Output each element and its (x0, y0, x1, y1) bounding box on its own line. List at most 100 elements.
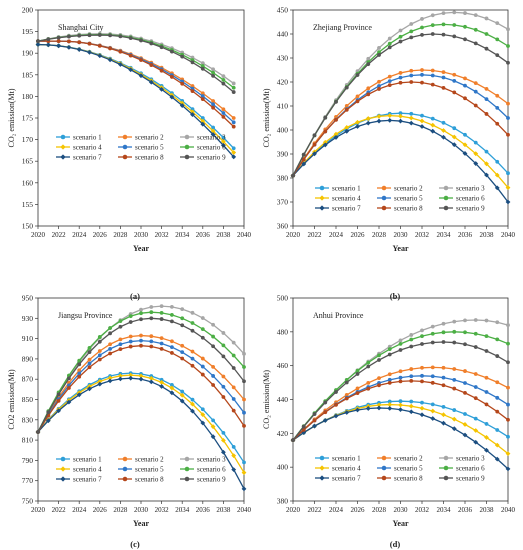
data-point (398, 118, 403, 124)
data-point (139, 338, 143, 343)
data-point (211, 383, 216, 387)
data-point (473, 416, 478, 421)
data-point (463, 318, 467, 323)
legend-item: scenario 3 (439, 455, 485, 463)
data-point (451, 142, 457, 148)
data-point (221, 142, 226, 148)
legend-item: scenario 7 (56, 476, 102, 484)
y-tick-label: 380 (277, 174, 289, 183)
x-tick-label: 2028 (113, 506, 128, 514)
data-point (398, 338, 403, 343)
data-point (398, 348, 403, 352)
legend-item: scenario 1 (315, 185, 361, 193)
data-point (387, 118, 393, 123)
legend-item: scenario 9 (180, 154, 226, 162)
x-tick-label: 2036 (196, 231, 211, 239)
data-point (211, 67, 216, 72)
data-point (221, 395, 226, 399)
legend-item: scenario 7 (315, 475, 361, 483)
data-point (118, 376, 123, 382)
legend-item: scenario 3 (439, 185, 485, 193)
legend-marker (443, 455, 449, 461)
data-point (506, 101, 510, 106)
data-point (463, 330, 467, 335)
data-point (430, 23, 435, 28)
x-tick-label: 2020 (31, 506, 46, 514)
legend-marker (443, 465, 449, 471)
data-point (462, 432, 468, 438)
data-point (441, 11, 446, 16)
data-point (169, 385, 175, 391)
data-point (149, 339, 154, 344)
data-point (387, 41, 392, 46)
x-tick-label: 2038 (216, 506, 231, 514)
y-tick-label: 950 (22, 294, 34, 303)
x-tick-label: 2038 (480, 231, 495, 239)
data-point (128, 320, 133, 324)
data-point (97, 339, 102, 344)
data-point (138, 73, 144, 79)
data-point (87, 386, 92, 392)
data-point (312, 133, 317, 138)
x-tick-label: 2028 (372, 506, 387, 514)
legend-item: scenario 8 (118, 476, 164, 484)
x-tick-label: 2040 (501, 506, 516, 514)
legend-marker (443, 205, 449, 211)
x-tick-label: 2022 (52, 231, 67, 239)
data-point (190, 328, 195, 333)
data-point (159, 341, 164, 346)
series-scenario-5 (291, 72, 510, 178)
data-point (242, 397, 246, 402)
data-point (408, 120, 414, 126)
data-point (494, 185, 500, 191)
data-point (463, 96, 467, 101)
data-point (495, 354, 500, 358)
data-point (45, 418, 51, 424)
data-point (322, 418, 328, 423)
data-point (506, 341, 510, 346)
data-point (242, 351, 246, 356)
data-point (148, 79, 154, 85)
data-point (211, 334, 216, 339)
data-point (420, 17, 424, 21)
data-point (190, 356, 195, 361)
data-point (506, 60, 510, 65)
data-point (333, 135, 339, 140)
data-point (231, 340, 236, 345)
y-tick-label: 185 (22, 70, 34, 79)
x-tick-label: 2040 (501, 231, 516, 239)
data-point (301, 161, 307, 167)
panel-b: 360 370 380 390 400 410 420 430 440 450 2020 2022 20… (262, 6, 516, 302)
data-point (430, 380, 435, 385)
legend-item: scenario 6 (180, 466, 226, 474)
legend-label: scenario 1 (332, 455, 361, 463)
data-point (473, 140, 478, 145)
data-point (473, 27, 478, 32)
data-point (409, 399, 414, 404)
legend-marker (381, 205, 387, 211)
data-point (462, 422, 468, 427)
y-tick-label: 410 (277, 102, 289, 111)
data-point (376, 405, 382, 411)
data-point (366, 56, 371, 61)
data-point (462, 151, 468, 156)
data-point (398, 71, 403, 75)
data-point (211, 73, 216, 78)
legend-marker (319, 475, 325, 481)
data-point (128, 67, 134, 73)
data-point (87, 350, 92, 355)
data-point (409, 29, 414, 34)
data-point (118, 347, 123, 352)
data-point (495, 428, 500, 432)
panel-d: 380 400 420 440 460 480 500 2020 2022 2024 2026 202… (262, 294, 516, 550)
legend-label: scenario 7 (332, 475, 361, 483)
data-point (473, 439, 479, 445)
y-tick-label: 930 (22, 314, 34, 323)
data-point (451, 426, 457, 432)
data-point (452, 408, 457, 412)
legend-marker (381, 455, 387, 461)
legend-label: scenario 4 (332, 465, 361, 473)
data-point (484, 422, 489, 426)
data-point (334, 402, 338, 407)
data-point (128, 53, 133, 58)
